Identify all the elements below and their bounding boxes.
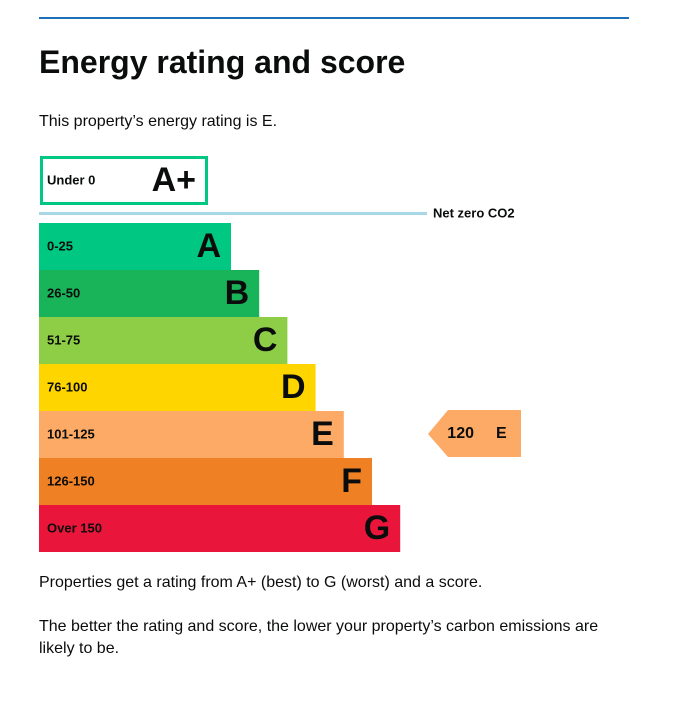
band-bar xyxy=(39,458,372,505)
band-letter: G xyxy=(364,509,390,547)
title: Energy rating and score xyxy=(39,44,406,80)
band-letter: A xyxy=(196,227,221,265)
band-range: 101-125 xyxy=(47,426,95,441)
bands: 0-25 A 26-50 B 51-75 C 76-100 D 101-125 E 126-150 F… xyxy=(39,223,401,552)
band-range: 26-50 xyxy=(47,285,80,300)
band-bar xyxy=(39,223,231,270)
band-range: 0-25 xyxy=(47,238,73,253)
band-range: 51-75 xyxy=(47,332,80,347)
band-letter: E xyxy=(311,415,334,453)
band-bar xyxy=(39,505,401,552)
band-letter: B xyxy=(225,274,250,312)
paragraph: Properties get a rating from A+ (best) t… xyxy=(39,574,483,591)
band-bar xyxy=(39,317,288,364)
current-rating: E xyxy=(496,425,507,442)
band-bar xyxy=(39,270,260,317)
band-letter: F xyxy=(341,462,362,500)
band-letter: A+ xyxy=(152,161,196,199)
band-range: Under 0 xyxy=(47,172,95,187)
intro: This property’s energy rating is E. xyxy=(39,113,278,130)
band-bar xyxy=(39,364,316,411)
band-range: 126-150 xyxy=(47,473,95,488)
band-range: Over 150 xyxy=(47,520,102,535)
band-range: 76-100 xyxy=(47,379,87,394)
paragraph: The better the rating and score, the low… xyxy=(39,618,599,657)
current-score: 120 xyxy=(447,425,474,442)
top-band-box xyxy=(40,156,208,205)
net-zero-label: Net zero CO2 xyxy=(433,205,515,220)
band-bar xyxy=(39,411,344,458)
current-arrow xyxy=(428,410,521,457)
band-letter: C xyxy=(253,321,278,359)
band-letter: D xyxy=(281,368,306,406)
rating-chart: Under 0 A+ Net zero CO2 0-25 A 26-50 B 51-75… xyxy=(39,156,521,552)
top-rule xyxy=(39,17,629,19)
